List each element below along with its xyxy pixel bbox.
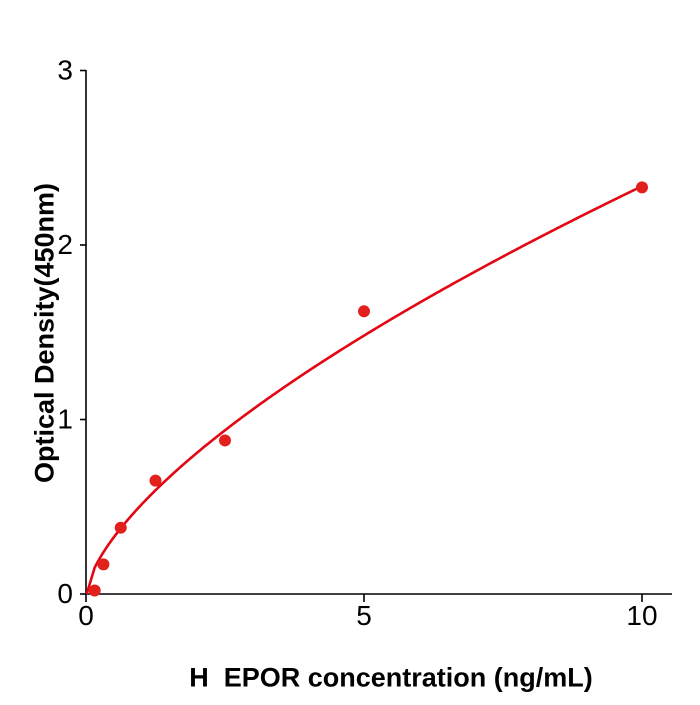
svg-text:0: 0	[78, 600, 94, 631]
svg-text:5: 5	[356, 600, 372, 631]
svg-text:10: 10	[626, 600, 657, 631]
svg-text:0: 0	[57, 578, 73, 609]
svg-text:3: 3	[57, 55, 73, 86]
